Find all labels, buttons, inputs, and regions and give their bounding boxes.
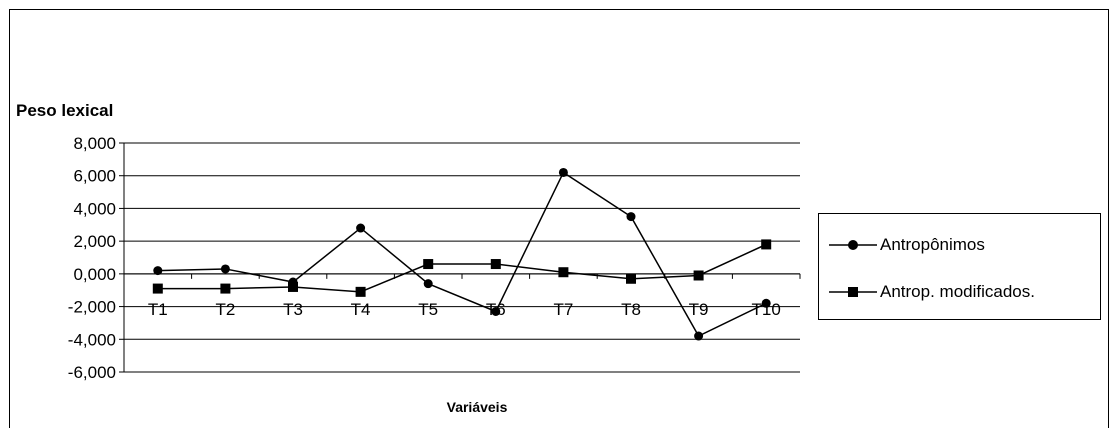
x-tick-label: T10 bbox=[752, 300, 781, 319]
data-point-circle bbox=[761, 298, 771, 308]
square-marker-icon bbox=[829, 287, 877, 297]
y-tick-label: -2,000 bbox=[68, 298, 116, 317]
data-point-circle bbox=[558, 167, 568, 177]
series-line-2 bbox=[157, 243, 767, 293]
x-tick-label: T1 bbox=[148, 300, 168, 319]
data-point-square bbox=[490, 259, 501, 270]
data-point-square bbox=[761, 239, 772, 250]
data-point-circle bbox=[153, 266, 163, 276]
data-point-square bbox=[423, 259, 434, 270]
data-point-square bbox=[152, 283, 163, 294]
y-tick-label: -4,000 bbox=[68, 330, 116, 349]
series-line-1 bbox=[157, 171, 767, 337]
data-point-circle bbox=[491, 306, 501, 316]
y-tick-label: 0,000 bbox=[73, 265, 116, 284]
y-tick-label: 6,000 bbox=[73, 167, 116, 186]
y-tick-label: 4,000 bbox=[73, 199, 116, 218]
data-point-circle bbox=[220, 264, 230, 274]
legend: Antropônimos Antrop. modificados. bbox=[818, 213, 1101, 320]
data-point-square bbox=[288, 281, 298, 292]
data-point-square bbox=[626, 273, 636, 284]
legend-entry-antroponimos: Antropônimos bbox=[829, 235, 985, 255]
x-tick-label: T4 bbox=[351, 300, 371, 319]
data-point-circle bbox=[423, 279, 433, 289]
x-tick-label: T3 bbox=[283, 300, 303, 319]
x-tick-label: T5 bbox=[418, 300, 438, 319]
legend-label: Antrop. modificados. bbox=[880, 282, 1035, 301]
x-tick-label: T7 bbox=[553, 300, 573, 319]
y-tick-label: -6,000 bbox=[68, 363, 116, 382]
data-point-circle bbox=[694, 331, 704, 341]
data-point-square bbox=[693, 270, 704, 281]
x-axis-label: Variáveis bbox=[446, 399, 508, 415]
x-tick-label: T2 bbox=[215, 300, 235, 319]
y-axis-label: Peso lexical bbox=[16, 101, 114, 120]
y-tick-label: 8,000 bbox=[73, 134, 116, 153]
data-point-square bbox=[220, 283, 231, 294]
circle-marker-icon bbox=[829, 240, 877, 250]
y-tick-label: 2,000 bbox=[73, 232, 116, 251]
data-point-square bbox=[355, 286, 366, 297]
chart-area bbox=[9, 9, 1109, 428]
x-tick-label: T8 bbox=[621, 300, 641, 319]
data-point-square bbox=[558, 267, 569, 278]
x-tick-label: T9 bbox=[689, 300, 709, 319]
data-point-circle bbox=[356, 223, 366, 233]
legend-entry-antrop-modificados: Antrop. modificados. bbox=[829, 282, 1035, 302]
legend-label: Antropônimos bbox=[880, 235, 985, 254]
data-point-circle bbox=[626, 212, 636, 222]
